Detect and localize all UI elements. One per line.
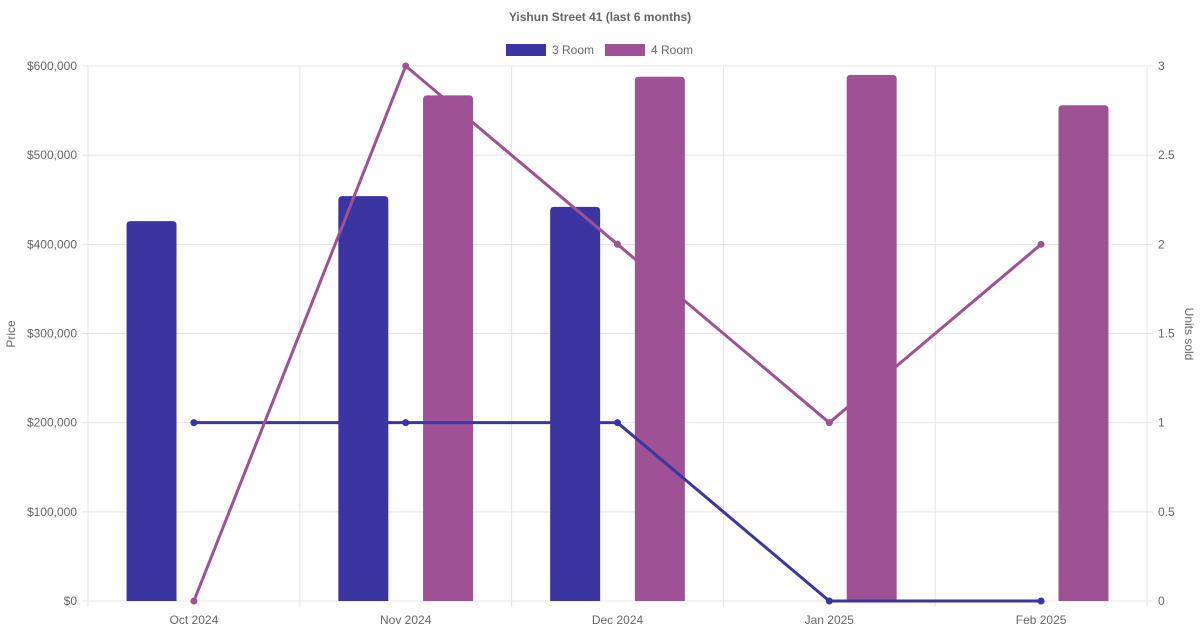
legend-swatch-4-room[interactable] [605,44,645,56]
y-right-tick-label: 0 [1158,594,1165,608]
bar-4-room[interactable] [846,74,897,601]
y-left-tick-label: $200,000 [27,416,77,430]
chart-title: Yishun Street 41 (last 6 months) [509,10,691,24]
gridlines [87,65,1148,607]
y-axis-right-title: Units sold [1182,308,1196,361]
bar-4-room[interactable] [423,95,474,602]
y-left-tick-label: $500,000 [27,148,77,162]
x-tick-label: Nov 2024 [380,613,432,627]
point-4-room[interactable] [1037,240,1045,248]
x-tick-label: Dec 2024 [592,613,644,627]
legend-label-3-room: 3 Room [552,43,594,57]
y-right-tick-label: 1.5 [1158,327,1175,341]
point-4-room[interactable] [825,419,833,427]
y-right-tick-label: 1 [1158,416,1165,430]
y-axis-right: 0 0.5 1 1.5 2 2.5 3 [1147,59,1175,608]
x-axis: Oct 2024 Nov 2024 Dec 2024 Jan 2025 Feb 2025 [170,613,1067,627]
point-3-room[interactable] [190,419,198,427]
y-left-tick-label: $0 [64,594,78,608]
legend-label-4-room: 4 Room [651,43,693,57]
point-3-room[interactable] [825,597,833,605]
y-left-tick-label: $600,000 [27,59,77,73]
bar-4-room[interactable] [634,76,685,601]
point-3-room[interactable] [402,419,410,427]
x-tick-label: Feb 2025 [1016,613,1067,627]
bar-3-room[interactable] [550,206,601,601]
bar-4-room[interactable] [1058,105,1109,601]
y-right-tick-label: 2.5 [1158,148,1175,162]
y-right-tick-label: 0.5 [1158,505,1175,519]
line-series [190,62,1045,605]
legend-swatch-3-room[interactable] [506,44,546,56]
point-3-room[interactable] [1037,597,1045,605]
y-right-tick-label: 3 [1158,59,1165,73]
y-left-tick-label: $300,000 [27,327,77,341]
point-4-room[interactable] [614,240,621,248]
x-tick-label: Oct 2024 [170,613,219,627]
y-right-tick-label: 2 [1158,237,1165,251]
bar-3-room[interactable] [126,221,177,601]
legend: 3 Room 4 Room [506,43,693,57]
point-4-room[interactable] [190,597,198,605]
point-3-room[interactable] [614,419,621,427]
x-tick-label: Jan 2025 [805,613,855,627]
bar-series [126,74,1109,602]
bar-3-room[interactable] [338,196,389,601]
y-axis-left: $0 $100,000 $200,000 $300,000 $400,000 $500,0… [27,59,88,608]
y-left-tick-label: $100,000 [27,505,77,519]
y-axis-left-title: Price [4,320,18,348]
y-left-tick-label: $400,000 [27,237,77,251]
point-4-room[interactable] [402,62,410,70]
